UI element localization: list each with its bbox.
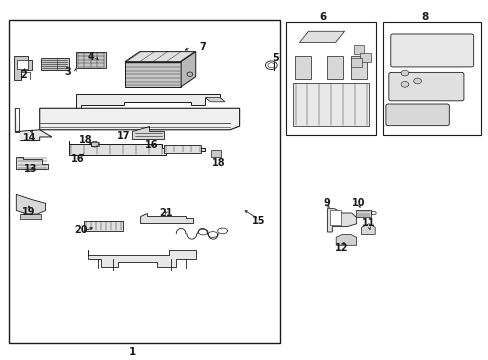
Polygon shape: [125, 62, 181, 87]
Polygon shape: [125, 51, 195, 62]
Text: 10: 10: [352, 198, 365, 208]
Polygon shape: [329, 211, 340, 225]
Polygon shape: [326, 56, 342, 79]
Text: 1: 1: [128, 347, 136, 357]
Polygon shape: [17, 60, 27, 69]
Text: 20: 20: [74, 225, 88, 235]
Text: 5: 5: [271, 53, 278, 63]
Text: 19: 19: [22, 207, 36, 217]
Polygon shape: [361, 224, 374, 234]
Text: 16: 16: [71, 154, 84, 164]
Text: 13: 13: [24, 164, 38, 174]
Bar: [383, 22, 480, 135]
FancyBboxPatch shape: [388, 72, 463, 101]
Polygon shape: [335, 234, 356, 245]
Polygon shape: [299, 31, 344, 42]
Polygon shape: [40, 108, 239, 130]
Text: 16: 16: [145, 140, 158, 150]
Text: 18: 18: [79, 135, 93, 145]
Polygon shape: [140, 213, 193, 223]
Polygon shape: [350, 56, 366, 79]
Text: 2: 2: [20, 70, 27, 80]
Text: 3: 3: [64, 67, 71, 77]
Polygon shape: [132, 126, 163, 139]
Polygon shape: [355, 211, 370, 217]
Bar: [285, 22, 375, 135]
Polygon shape: [88, 250, 195, 267]
Polygon shape: [205, 98, 224, 102]
Polygon shape: [16, 157, 48, 169]
Circle shape: [400, 81, 408, 87]
Polygon shape: [69, 140, 205, 155]
Bar: [359, 53, 370, 62]
Polygon shape: [294, 56, 310, 79]
Text: 18: 18: [211, 158, 225, 168]
Text: 17: 17: [117, 131, 130, 141]
Polygon shape: [20, 214, 41, 220]
Polygon shape: [76, 51, 105, 68]
Text: 7: 7: [199, 42, 206, 52]
Polygon shape: [181, 51, 195, 87]
Polygon shape: [327, 209, 356, 232]
Circle shape: [413, 78, 421, 84]
Bar: [9, 21, 280, 343]
Polygon shape: [15, 108, 52, 140]
Text: 15: 15: [252, 216, 265, 226]
FancyBboxPatch shape: [390, 34, 473, 67]
Polygon shape: [76, 94, 220, 109]
Bar: [350, 58, 361, 67]
Text: 8: 8: [421, 12, 427, 22]
Text: 9: 9: [323, 198, 329, 208]
Bar: [211, 150, 221, 157]
Circle shape: [91, 141, 99, 147]
FancyBboxPatch shape: [385, 104, 448, 126]
Text: 12: 12: [335, 243, 348, 253]
Text: 11: 11: [361, 218, 375, 228]
Polygon shape: [14, 56, 32, 80]
Text: 14: 14: [23, 133, 37, 143]
Text: 6: 6: [319, 12, 326, 22]
Polygon shape: [16, 194, 45, 214]
Circle shape: [400, 70, 408, 76]
Bar: [353, 45, 364, 54]
Text: 21: 21: [160, 208, 173, 218]
Polygon shape: [163, 145, 200, 153]
Polygon shape: [41, 58, 69, 69]
Polygon shape: [83, 221, 122, 231]
Polygon shape: [293, 83, 368, 126]
Text: 4: 4: [87, 52, 94, 62]
